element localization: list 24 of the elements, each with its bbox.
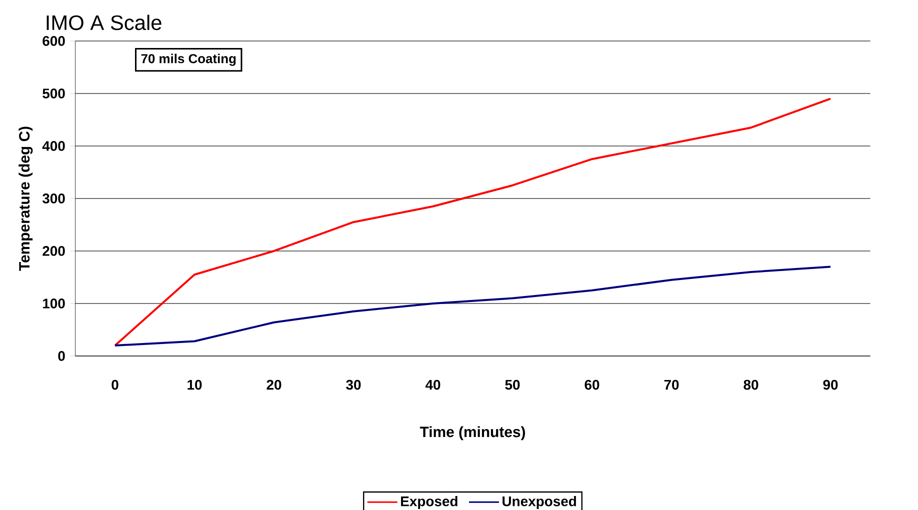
y-tick-label: 200 (42, 246, 65, 256)
x-axis-title: Time (minutes) (420, 426, 526, 440)
y-tick-label: 300 (42, 194, 65, 204)
y-tick-label: 400 (42, 141, 65, 151)
y-tick-label: 100 (43, 298, 65, 308)
x-tick-label: 0 (112, 380, 118, 390)
y-tick-label: 600 (42, 36, 65, 46)
x-tick-label: 10 (188, 380, 202, 390)
legend-label: Unexposed (502, 496, 576, 510)
y-tick-label: 0 (58, 351, 65, 361)
x-tick-label: 20 (266, 380, 282, 390)
line-series (114, 266, 832, 346)
y-tick-label: 500 (42, 88, 65, 98)
x-tick-label: 70 (664, 380, 679, 390)
x-tick-label: 80 (744, 380, 758, 390)
x-tick-label: 50 (505, 380, 520, 390)
y-axis-title: Temperature (deg C) (18, 126, 33, 271)
x-tick-label: 30 (346, 380, 361, 390)
x-tick-label: 90 (823, 380, 838, 390)
legend-label: Exposed (401, 496, 458, 510)
x-tick-label: 40 (425, 380, 440, 390)
chart-title: IMO A Scale (46, 14, 162, 30)
x-tick-label: 60 (584, 380, 600, 390)
annotation: 70 mils Coating (141, 54, 236, 66)
